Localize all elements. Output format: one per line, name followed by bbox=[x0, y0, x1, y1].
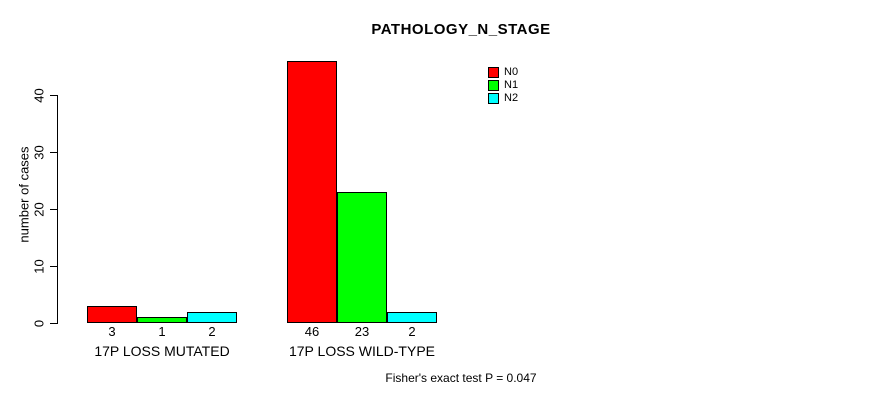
y-axis-tick bbox=[50, 209, 57, 210]
bar-n1-group1 bbox=[137, 317, 187, 323]
legend-label: N0 bbox=[504, 66, 519, 78]
legend: N0 N1 N2 bbox=[488, 66, 518, 105]
bar-n0-group1 bbox=[87, 306, 137, 323]
y-tick-label: 30 bbox=[31, 145, 47, 160]
legend-label: N2 bbox=[504, 92, 519, 104]
group-label: 17P LOSS WILD-TYPE bbox=[288, 343, 435, 359]
bar-value-label: 2 bbox=[208, 324, 216, 339]
legend-item-n0: N0 bbox=[488, 66, 518, 79]
y-axis-tick bbox=[50, 152, 57, 153]
legend-item-n1: N1 bbox=[488, 79, 518, 92]
bar-n2-group2 bbox=[387, 312, 437, 323]
y-tick-label: 0 bbox=[31, 319, 47, 328]
bar-n0-group2 bbox=[287, 61, 337, 323]
stat-test-annotation: Fisher's exact test P = 0.047 bbox=[385, 371, 537, 385]
chart-title: PATHOLOGY_N_STAGE bbox=[371, 21, 551, 38]
y-tick-label: 10 bbox=[31, 259, 47, 274]
bar-value-label: 1 bbox=[158, 324, 166, 339]
bar-value-label: 46 bbox=[304, 324, 320, 339]
y-axis-line bbox=[57, 95, 58, 324]
group-label: 17P LOSS MUTATED bbox=[94, 343, 230, 359]
bar-n1-group2 bbox=[337, 192, 387, 323]
bar-value-label: 2 bbox=[408, 324, 416, 339]
legend-swatch-icon bbox=[488, 80, 499, 91]
legend-item-n2: N2 bbox=[488, 92, 518, 105]
bar-value-label: 23 bbox=[354, 324, 370, 339]
y-tick-label: 40 bbox=[31, 88, 47, 103]
y-axis-tick bbox=[50, 266, 57, 267]
bar-n2-group1 bbox=[187, 312, 237, 323]
legend-swatch-icon bbox=[488, 67, 499, 78]
y-axis-tick bbox=[50, 95, 57, 96]
legend-label: N1 bbox=[504, 79, 519, 91]
legend-swatch-icon bbox=[488, 93, 499, 104]
y-axis-tick bbox=[50, 323, 57, 324]
y-tick-label: 20 bbox=[31, 202, 47, 217]
bar-value-label: 3 bbox=[108, 324, 116, 339]
